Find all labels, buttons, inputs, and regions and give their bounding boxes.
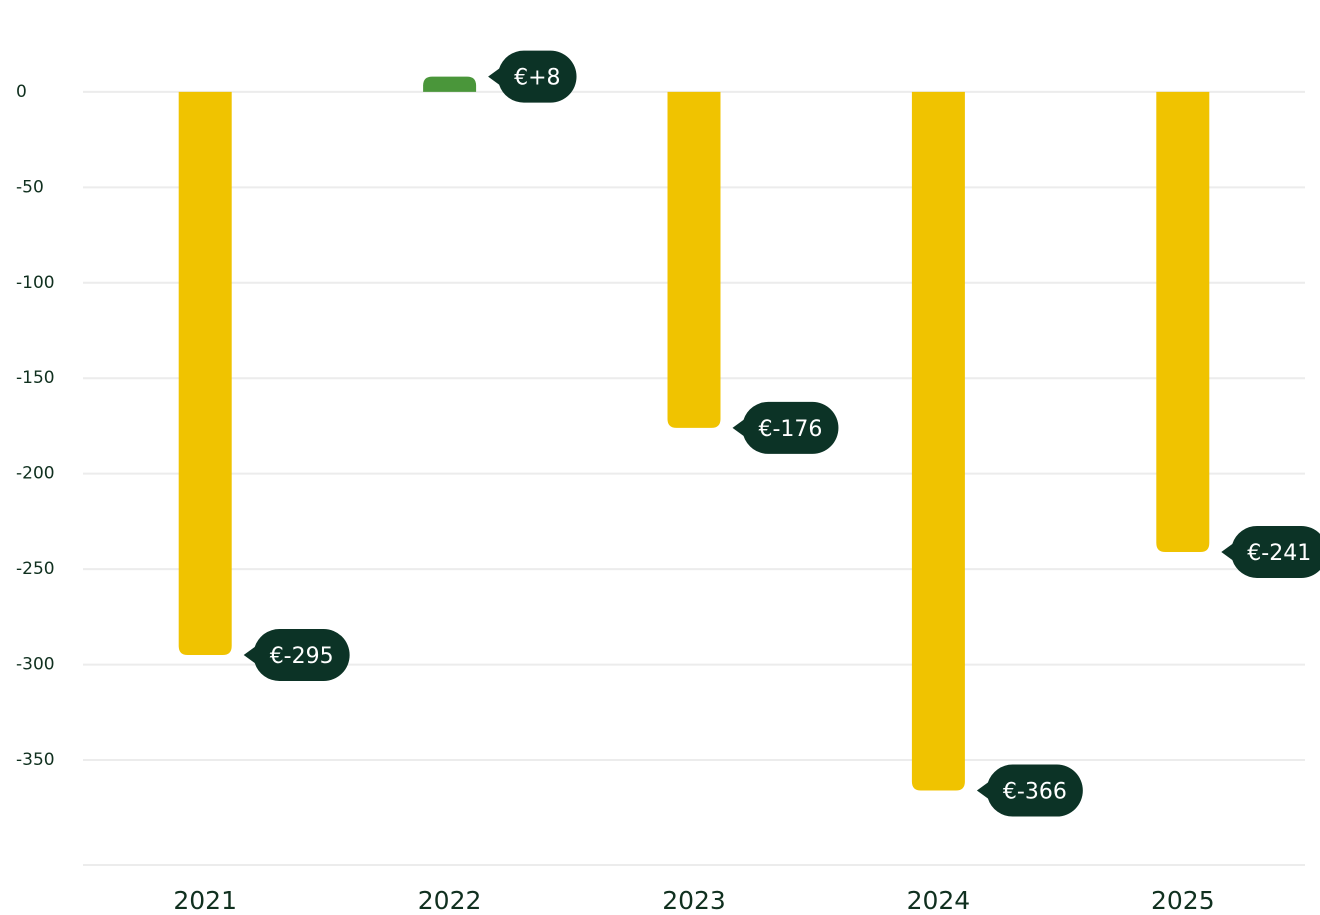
y-tick-label: -200 <box>16 464 55 484</box>
value-label-text: €+8 <box>514 66 560 91</box>
value-label-bg <box>488 50 577 103</box>
value-label-bg <box>732 401 839 454</box>
value-label-text: €-241 <box>1247 541 1311 566</box>
value-label-bg <box>976 764 1083 817</box>
x-tick-label: 2025 <box>1151 886 1215 915</box>
y-tick-label: -100 <box>16 273 55 293</box>
y-tick-label: -150 <box>16 368 55 388</box>
y-tick-label: -300 <box>16 655 55 675</box>
bar <box>667 91 721 428</box>
x-tick-label: 2021 <box>173 886 237 915</box>
x-tick-label: 2022 <box>418 886 482 915</box>
bar <box>911 91 965 791</box>
y-tick-label: -50 <box>16 177 44 197</box>
bar <box>1156 91 1210 552</box>
y-tick-label: 0 <box>16 82 27 102</box>
x-tick-label: 2023 <box>662 886 726 915</box>
value-label-text: €-295 <box>270 644 334 669</box>
value-label: €-241 <box>1221 525 1320 578</box>
value-label: €-176 <box>732 401 839 454</box>
value-label-bg <box>243 629 350 682</box>
value-label-text: €-176 <box>759 417 823 442</box>
y-tick-label: -250 <box>16 559 55 579</box>
value-label: €-295 <box>243 629 350 682</box>
value-label-bg <box>1221 525 1320 578</box>
value-label-text: €-366 <box>1003 780 1067 805</box>
x-tick-label: 2024 <box>907 886 971 915</box>
bar <box>423 76 477 92</box>
value-label: €-366 <box>976 764 1083 817</box>
value-label: €+8 <box>488 50 577 103</box>
bar <box>178 91 232 656</box>
y-tick-label: -350 <box>16 750 55 770</box>
